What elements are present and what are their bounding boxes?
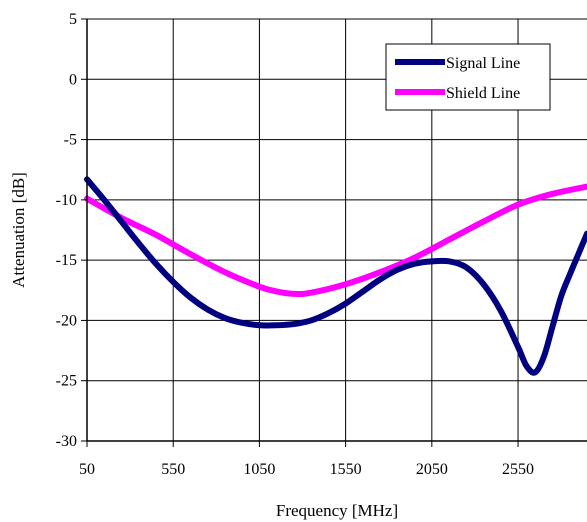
- data-point-signal-line: [138, 242, 140, 244]
- data-point-signal-line: [500, 310, 502, 312]
- data-point-signal-line: [207, 309, 209, 311]
- legend: Signal Line Shield Line: [385, 43, 551, 111]
- data-point-shield-line: [293, 293, 295, 295]
- data-point-signal-line: [103, 199, 105, 201]
- x-tick-label: 2550: [502, 461, 534, 478]
- data-point-signal-line: [526, 365, 528, 367]
- data-point-signal-line: [327, 312, 329, 314]
- data-point-shield-line: [345, 283, 347, 285]
- y-tick-label: -5: [64, 132, 77, 149]
- x-tick-label: 1550: [330, 461, 362, 478]
- x-axis-title: Frequency [MHz]: [276, 501, 398, 520]
- data-point-signal-line: [543, 356, 545, 358]
- y-tick-label: -25: [56, 373, 77, 390]
- data-point-signal-line: [517, 346, 519, 348]
- data-point-signal-line: [224, 317, 226, 319]
- y-tick-label: 5: [69, 11, 77, 28]
- data-point-signal-line: [431, 260, 433, 262]
- data-point-signal-line: [258, 324, 260, 326]
- data-point-shield-line: [224, 271, 226, 273]
- y-tick-label: -20: [56, 312, 77, 329]
- legend-label-shield-line: Shield Line: [446, 85, 520, 102]
- data-point-signal-line: [310, 319, 312, 321]
- data-point-signal-line: [465, 266, 467, 268]
- data-point-signal-line: [120, 221, 122, 223]
- data-point-signal-line: [483, 283, 485, 285]
- data-point-signal-line: [569, 274, 571, 276]
- x-tick-label: 50: [79, 461, 95, 478]
- data-point-shield-line: [189, 253, 191, 255]
- y-tick-label: 0: [69, 71, 77, 88]
- data-point-signal-line: [577, 253, 579, 255]
- data-point-signal-line: [552, 325, 554, 327]
- y-axis-title: Attenuation [dB]: [9, 172, 28, 288]
- series-lines: [84, 176, 587, 376]
- series-line-signal-line: [84, 176, 587, 376]
- x-tick-label: 550: [161, 461, 185, 478]
- y-tick-label: -15: [56, 252, 77, 269]
- data-point-signal-line: [172, 281, 174, 283]
- data-point-signal-line: [345, 303, 347, 305]
- x-tick-label: 2050: [416, 461, 448, 478]
- data-point-signal-line: [414, 263, 416, 265]
- data-point-signal-line: [276, 324, 278, 326]
- legend-box: [385, 43, 551, 111]
- data-point-shield-line: [258, 286, 260, 288]
- y-tick-label: -10: [56, 192, 77, 209]
- legend-label-signal-line: Signal Line: [446, 55, 520, 72]
- y-tick-label: -30: [56, 433, 77, 450]
- data-point-signal-line: [379, 278, 381, 280]
- data-point-signal-line: [241, 322, 243, 324]
- data-point-signal-line: [293, 323, 295, 325]
- data-point-signal-line: [448, 260, 450, 262]
- data-point-shield-line: [414, 257, 416, 259]
- data-point-signal-line: [155, 263, 157, 265]
- data-point-shield-line: [276, 290, 278, 292]
- x-tick-label: 1050: [243, 461, 275, 478]
- data-point-signal-line: [362, 290, 364, 292]
- data-point-shield-line: [379, 271, 381, 273]
- data-point-shield-line: [155, 234, 157, 236]
- data-point-signal-line: [560, 295, 562, 297]
- data-point-shield-line: [483, 221, 485, 223]
- data-point-shield-line: [448, 239, 450, 241]
- axes: [81, 18, 587, 447]
- data-point-shield-line: [517, 204, 519, 206]
- data-point-shield-line: [310, 292, 312, 294]
- data-point-signal-line: [189, 297, 191, 299]
- data-point-signal-line: [534, 371, 536, 373]
- data-point-shield-line: [552, 193, 554, 195]
- data-point-signal-line: [396, 269, 398, 271]
